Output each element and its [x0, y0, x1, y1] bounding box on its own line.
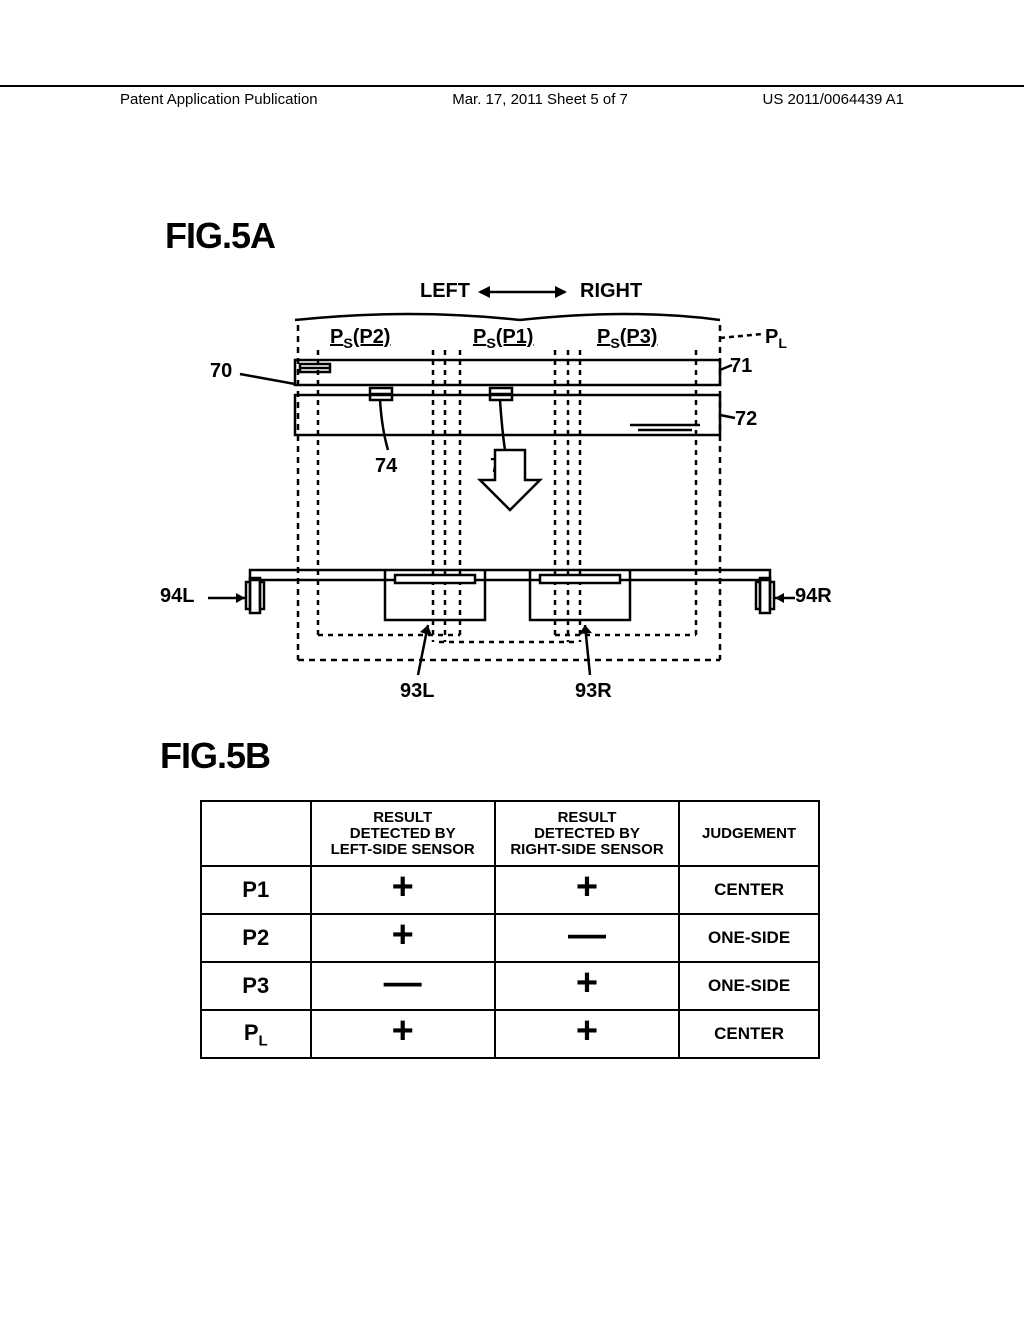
fig5b-table-wrapper: RESULTDETECTED BYLEFT-SIDE SENSOR RESULT… — [200, 800, 820, 1059]
header-right: US 2011/0064439 A1 — [762, 91, 904, 108]
cell-left: + — [311, 1010, 495, 1058]
row-label: P2 — [201, 914, 311, 962]
fig5b-table: RESULTDETECTED BYLEFT-SIDE SENSOR RESULT… — [200, 800, 820, 1059]
fig5a-diagram: LEFT RIGHT PS(P2) PS(P1) PS(P3) PL 70 71… — [160, 280, 860, 710]
fig5a-svg — [160, 280, 860, 710]
cell-right: + — [495, 866, 679, 914]
page-header: Patent Application Publication Mar. 17, … — [0, 85, 1024, 108]
row-label: P3 — [201, 962, 311, 1010]
cell-judge: ONE-SIDE — [679, 962, 819, 1010]
header-left: Patent Application Publication — [120, 91, 318, 108]
table-row: P3 — + ONE-SIDE — [201, 962, 819, 1010]
header-judgement: JUDGEMENT — [679, 801, 819, 866]
table-row: PL + + CENTER — [201, 1010, 819, 1058]
header-blank — [201, 801, 311, 866]
cell-judge: CENTER — [679, 866, 819, 914]
header-center: Mar. 17, 2011 Sheet 5 of 7 — [452, 91, 628, 108]
fig5a-label: FIG.5A — [165, 215, 275, 257]
cell-judge: ONE-SIDE — [679, 914, 819, 962]
fig5b-label: FIG.5B — [160, 735, 270, 777]
cell-judge: CENTER — [679, 1010, 819, 1058]
table-row: P2 + — ONE-SIDE — [201, 914, 819, 962]
cell-left: + — [311, 914, 495, 962]
cell-left: + — [311, 866, 495, 914]
row-label: PL — [201, 1010, 311, 1058]
table-row: P1 + + CENTER — [201, 866, 819, 914]
cell-left: — — [311, 962, 495, 1010]
cell-right: — — [495, 914, 679, 962]
cell-right: + — [495, 1010, 679, 1058]
cell-right: + — [495, 962, 679, 1010]
header-right-sensor: RESULTDETECTED BYRIGHT-SIDE SENSOR — [495, 801, 679, 866]
row-label: P1 — [201, 866, 311, 914]
header-left-sensor: RESULTDETECTED BYLEFT-SIDE SENSOR — [311, 801, 495, 866]
